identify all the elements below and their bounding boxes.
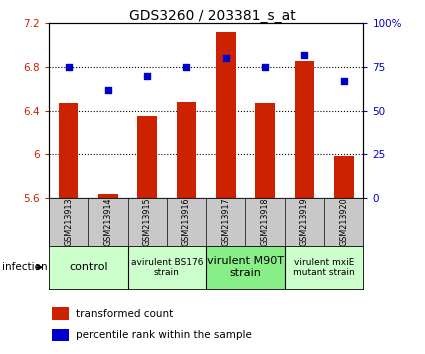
Text: GDS3260 / 203381_s_at: GDS3260 / 203381_s_at (129, 9, 296, 23)
Bar (128, 246, 206, 289)
Bar (295, 61, 314, 198)
Bar (52, 329, 69, 341)
Bar (255, 103, 275, 198)
Point (340, 78, 347, 84)
Bar (137, 116, 157, 198)
Point (105, 87, 111, 92)
Point (301, 52, 308, 57)
Text: GSM213915: GSM213915 (143, 198, 152, 246)
Text: GSM213913: GSM213913 (64, 198, 73, 246)
Text: GSM213916: GSM213916 (182, 198, 191, 246)
Text: virulent mxiE
mutant strain: virulent mxiE mutant strain (293, 258, 355, 277)
Bar (334, 155, 354, 198)
Point (65, 64, 72, 70)
Text: GSM213917: GSM213917 (221, 198, 230, 246)
Bar (177, 102, 196, 198)
Text: GSM213919: GSM213919 (300, 198, 309, 246)
Bar (59, 103, 78, 198)
Text: avirulent BS176
strain: avirulent BS176 strain (130, 258, 203, 277)
Text: GSM213918: GSM213918 (261, 198, 269, 246)
Text: GSM213914: GSM213914 (103, 198, 112, 246)
Text: infection: infection (2, 262, 48, 272)
Text: transformed count: transformed count (76, 309, 173, 319)
Point (262, 64, 269, 70)
Text: control: control (69, 262, 108, 272)
Text: virulent M90T
strain: virulent M90T strain (207, 256, 284, 278)
Point (183, 64, 190, 70)
Text: GSM213920: GSM213920 (339, 198, 348, 246)
Bar (49, 246, 128, 289)
Bar (216, 32, 235, 198)
Bar (52, 307, 69, 320)
Bar (206, 246, 285, 289)
Point (222, 55, 229, 61)
Bar (98, 194, 118, 198)
Text: percentile rank within the sample: percentile rank within the sample (76, 330, 252, 340)
Bar (285, 246, 363, 289)
Point (144, 73, 150, 79)
